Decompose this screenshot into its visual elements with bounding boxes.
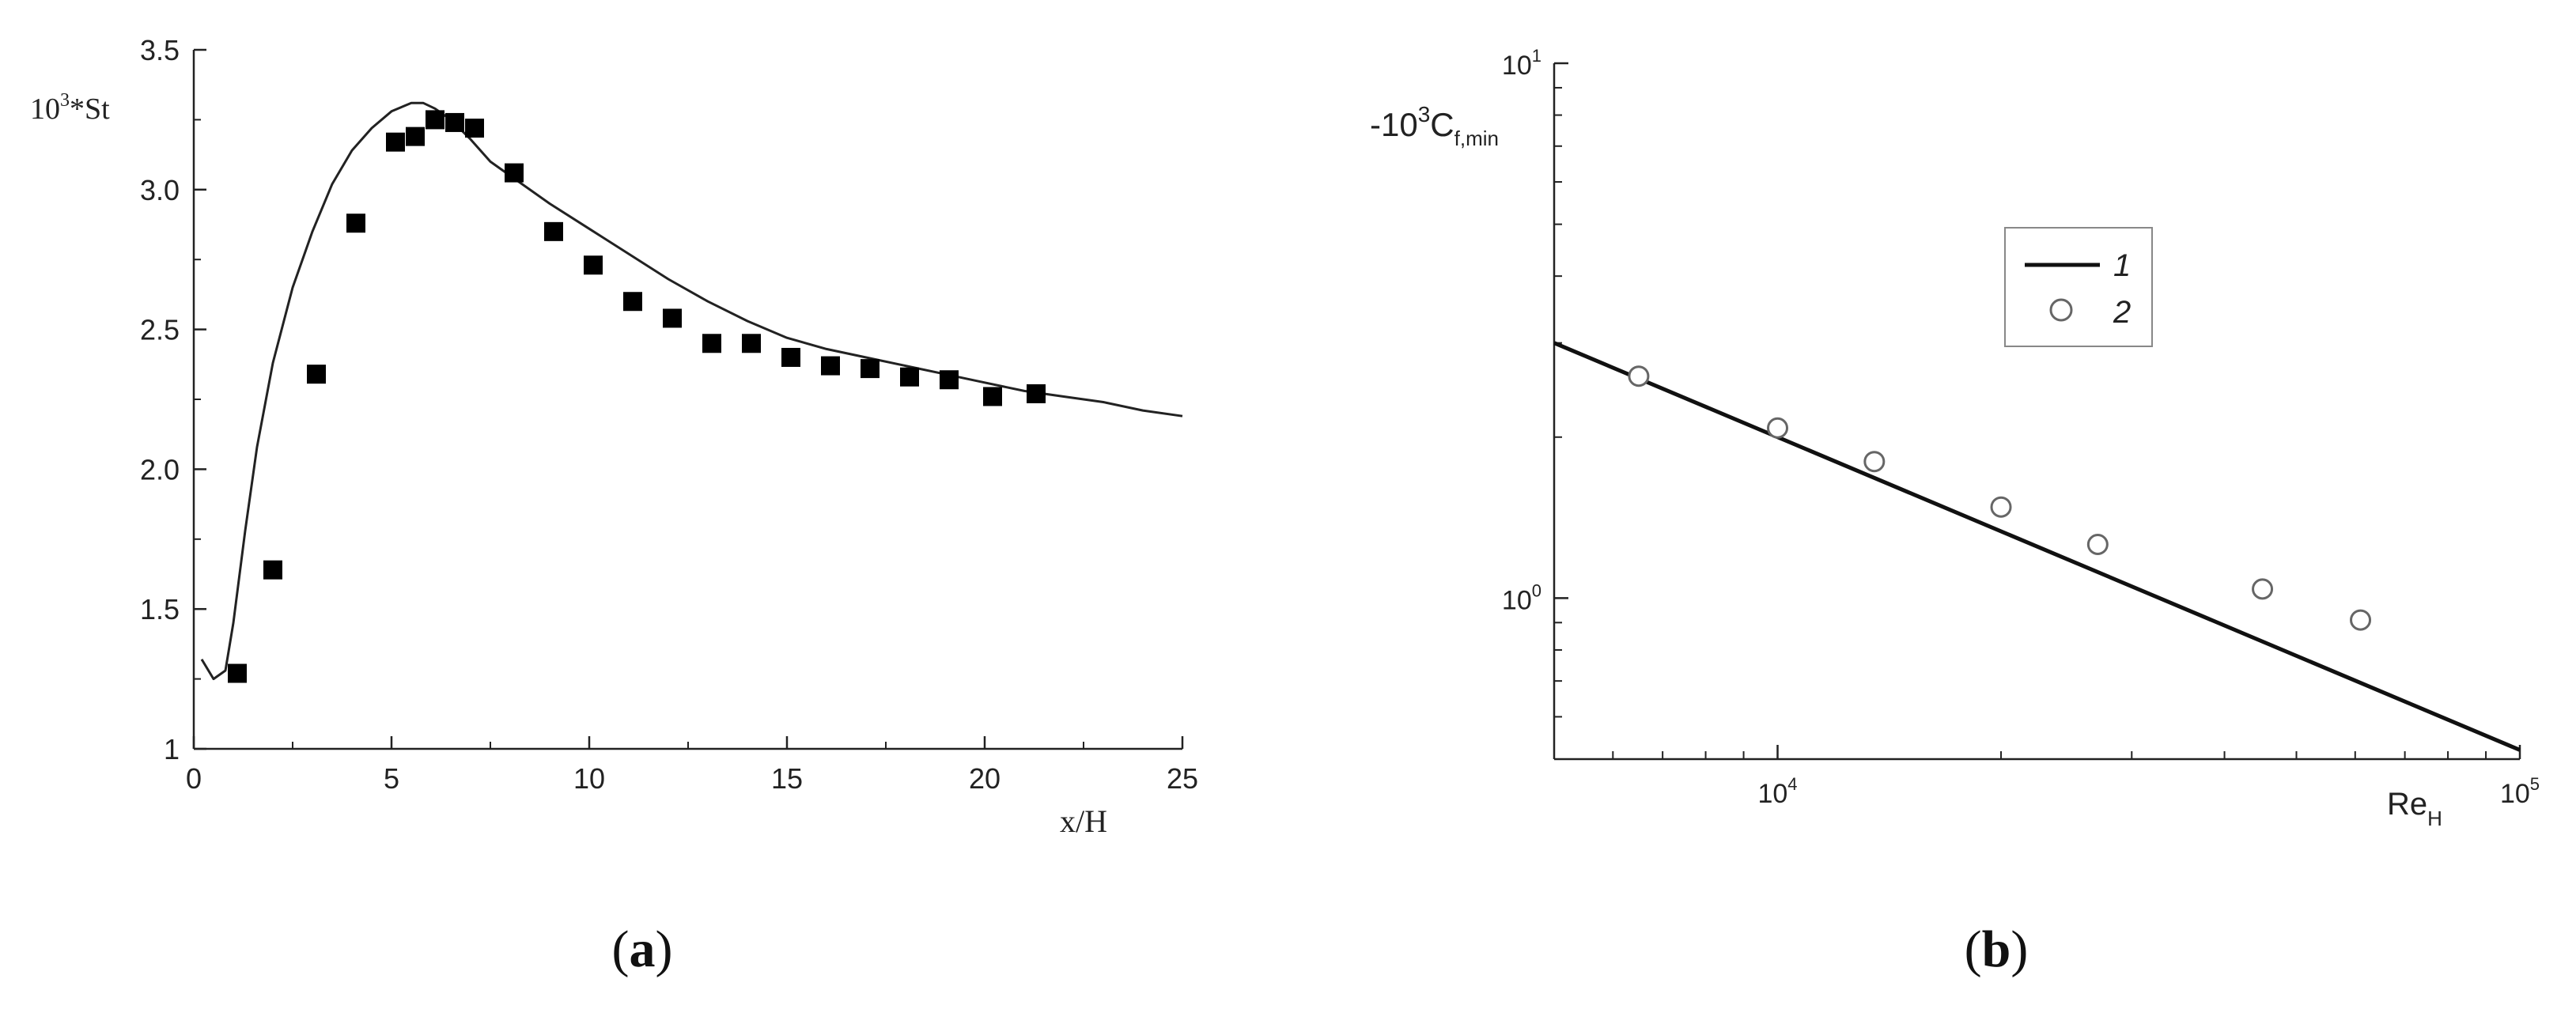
panel-b-data-point xyxy=(2350,609,2372,631)
panel-a-data-point xyxy=(702,334,721,353)
panel-a-y-tick-label: 2.0 xyxy=(140,453,180,486)
legend-label-series-2: 2 xyxy=(2113,295,2131,330)
panel-b-y-tick-label: 101 xyxy=(1502,46,1541,81)
panel-b-data-point xyxy=(2252,578,2274,600)
panel-a-data-point xyxy=(940,370,959,390)
panel-b-series xyxy=(1553,341,2521,752)
panel-a-x-tick-label: 25 xyxy=(1167,762,1198,795)
panel-a-stanton-chart: 0 5 10 15 20 25 1 1.5 2.0 2.5 3.0 3.5 103*St x/H (a… xyxy=(30,34,1198,978)
panel-a-data-point xyxy=(445,112,464,132)
panel-a-series xyxy=(200,101,1183,683)
panel-a-data-point xyxy=(426,110,444,130)
panel-b-y-axis-label-subscript: f,min xyxy=(1454,127,1499,150)
panel-a-ticks: 0 5 10 15 20 25 1 1.5 2.0 2.5 3.0 3.5 xyxy=(140,34,1198,795)
panel-a-data-point xyxy=(623,292,642,312)
panel-b-skin-friction-chart: 104 105 100 101 -103Cf,min ReH 1 2 (b) xyxy=(1370,46,2540,978)
panel-b-caption: (b) xyxy=(1965,920,2029,978)
panel-b-ticks: 104 105 100 101 xyxy=(1502,46,2540,809)
panel-a-x-tick-label: 10 xyxy=(573,762,605,795)
panel-b-data-point xyxy=(1767,417,1789,439)
legend-box xyxy=(2004,227,2153,347)
legend-label-series-1: 1 xyxy=(2113,248,2131,283)
panel-a-data-point xyxy=(663,308,682,328)
panel-a-data-point xyxy=(307,365,326,384)
panel-a-data-point xyxy=(386,132,405,152)
panel-a-x-axis-label: x/H xyxy=(1060,803,1107,839)
panel-b-legend: 1 2 xyxy=(2004,227,2153,347)
panel-a-data-point xyxy=(505,163,524,183)
panel-a-y-tick-label: 3.5 xyxy=(140,34,180,66)
panel-a-y-tick-label: 1.5 xyxy=(140,593,180,625)
panel-a-data-point xyxy=(900,367,919,387)
panel-b-y-axis-label-exponent: 3 xyxy=(1418,102,1431,127)
panel-a-data-point xyxy=(1027,384,1046,403)
panel-b-data-point xyxy=(1990,496,2012,518)
panel-a-x-tick-label: 5 xyxy=(384,762,399,795)
panel-a-caption: (a) xyxy=(612,920,673,978)
panel-a-y-axis-label-exponent: 3 xyxy=(60,90,70,111)
panel-a-data-point xyxy=(821,356,840,376)
panel-a-x-tick-label: 20 xyxy=(969,762,1001,795)
panel-a-data-point xyxy=(406,127,425,146)
panel-a-y-tick-label: 3.0 xyxy=(140,174,180,206)
panel-b-fit-line xyxy=(1553,341,2521,752)
panel-a-data-point xyxy=(742,334,761,353)
panel-a-y-tick-label: 1 xyxy=(164,733,180,765)
panel-b-y-tick-label: 100 xyxy=(1502,580,1541,615)
panel-a-data-point xyxy=(584,255,603,275)
panel-a-y-tick-label: 2.5 xyxy=(140,314,180,346)
panel-a-x-tick-label: 0 xyxy=(186,762,202,795)
panel-a-data-point xyxy=(781,347,800,367)
panel-a-y-axis-label: 103*St xyxy=(30,90,110,126)
panel-a-data-point xyxy=(263,560,282,580)
panel-a-data-point xyxy=(861,359,879,379)
panel-a-data-point xyxy=(465,119,484,138)
panel-b-x-tick-label: 105 xyxy=(2500,774,2540,809)
panel-a-data-point xyxy=(544,221,563,241)
legend-circle-symbol xyxy=(2049,298,2073,322)
panel-a-data-point xyxy=(346,214,365,233)
panel-a-x-tick-label: 15 xyxy=(771,762,803,795)
panel-b-axes xyxy=(1553,63,2520,761)
panel-b-y-axis-label: -103Cf,min xyxy=(1370,102,1499,150)
panel-b-x-axis-label: ReH xyxy=(2387,787,2442,830)
panel-a-data-point xyxy=(983,387,1002,406)
panel-b-x-tick-label: 104 xyxy=(1757,774,1797,809)
panel-b-data-point xyxy=(1628,365,1650,387)
panel-b-data-point xyxy=(1863,451,1886,473)
panel-a-data-point xyxy=(228,663,247,683)
panel-b-data-point xyxy=(2086,533,2109,555)
panel-b-x-axis-label-subscript: H xyxy=(2427,807,2442,830)
